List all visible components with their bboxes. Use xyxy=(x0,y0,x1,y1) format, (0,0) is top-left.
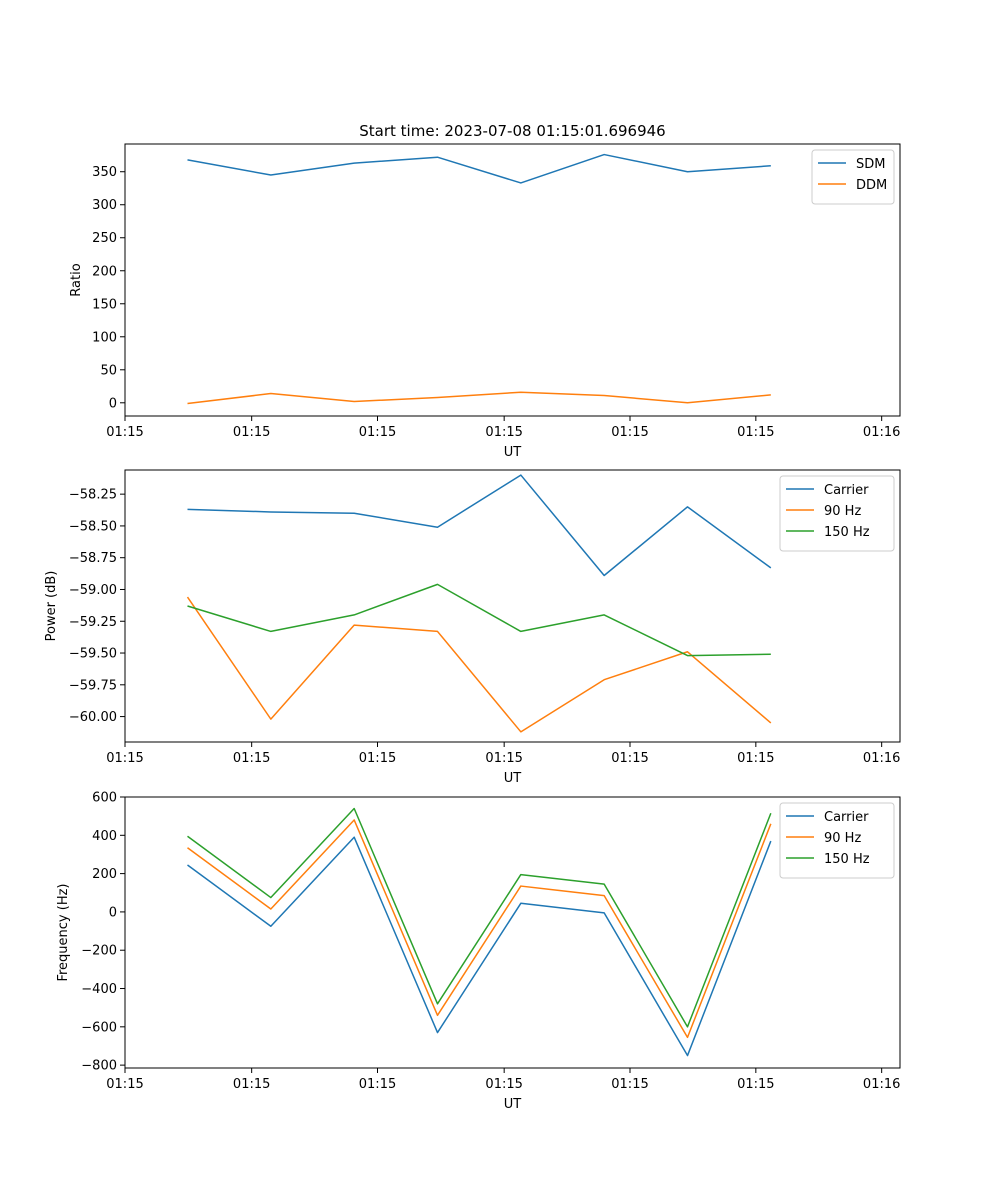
y-tick-label: −59.25 xyxy=(69,615,117,630)
y-tick-label: −800 xyxy=(81,1059,117,1074)
legend: Carrier 90 Hz 150 Hz xyxy=(779,802,895,879)
x-tick-label: 01:16 xyxy=(863,425,900,440)
legend: SDM DDM xyxy=(811,149,895,205)
chart-panel-2: 01:15 01:15 01:15 01:15 01:15 01:15 01:16 −60.0… xyxy=(44,469,901,786)
y-tick-label: −600 xyxy=(81,1020,117,1035)
chart-panel-3: 01:15 01:15 01:15 01:15 01:15 01:15 01:16 −800 −… xyxy=(56,791,901,1112)
series-line-150-hz xyxy=(187,807,772,1028)
legend-label: 90 Hz xyxy=(824,504,861,519)
series-line-carrier xyxy=(187,474,772,577)
x-tick-label: 01:15 xyxy=(611,425,648,440)
y-tick-label: 200 xyxy=(92,867,117,882)
legend-label: DDM xyxy=(856,178,887,193)
x-tick-label: 01:15 xyxy=(233,751,270,766)
y-tick-label: 200 xyxy=(92,264,117,279)
x-tick-label: 01:15 xyxy=(106,425,143,440)
x-tick-label: 01:16 xyxy=(863,1077,900,1092)
y-tick-label: −58.25 xyxy=(69,488,117,503)
x-axis-label: UT xyxy=(504,445,522,460)
y-tick-label: −400 xyxy=(81,982,117,997)
x-tick-label: 01:15 xyxy=(611,751,648,766)
x-tick-label: 01:15 xyxy=(737,1077,774,1092)
legend-box xyxy=(779,475,895,552)
x-tick-label: 01:15 xyxy=(737,425,774,440)
y-tick-label: 400 xyxy=(92,829,117,844)
axes-frame xyxy=(124,469,901,743)
y-tick-label: −59.50 xyxy=(69,647,117,662)
y-tick-label: 600 xyxy=(92,791,117,806)
series-line-sdm xyxy=(187,153,771,184)
y-tick-label: 300 xyxy=(92,198,117,213)
y-tick-label: 100 xyxy=(92,330,117,345)
x-axis-label: UT xyxy=(504,771,522,786)
series-line-150-hz xyxy=(187,583,771,657)
series-line-90-hz xyxy=(187,819,772,1039)
legend-label: 90 Hz xyxy=(824,831,861,846)
x-tick-label: 01:16 xyxy=(863,751,900,766)
legend-box xyxy=(779,802,895,879)
x-tick-label: 01:15 xyxy=(359,425,396,440)
y-tick-label: −58.50 xyxy=(69,519,117,534)
y-axis-label: Frequency (Hz) xyxy=(56,883,71,981)
x-tick-label: 01:15 xyxy=(359,751,396,766)
y-tick-label: 150 xyxy=(92,297,117,312)
y-tick-label: −60.00 xyxy=(69,710,117,725)
x-tick-label: 01:15 xyxy=(106,751,143,766)
y-axis-label: Ratio xyxy=(69,263,84,296)
y-tick-label: 0 xyxy=(109,396,117,411)
x-tick-label: 01:15 xyxy=(737,751,774,766)
series-line-ddm xyxy=(187,391,771,405)
x-tick-label: 01:15 xyxy=(233,1077,270,1092)
y-tick-label: 350 xyxy=(92,165,117,180)
x-tick-label: 01:15 xyxy=(106,1077,143,1092)
y-tick-label: 0 xyxy=(109,905,117,920)
series-line-carrier xyxy=(187,836,772,1057)
y-tick-label: 50 xyxy=(100,363,117,378)
chart-title: Start time: 2023-07-08 01:15:01.696946 xyxy=(359,122,665,140)
axes-frame xyxy=(124,796,901,1069)
x-tick-label: 01:15 xyxy=(485,751,522,766)
y-tick-label: −58.75 xyxy=(69,551,117,566)
x-tick-label: 01:15 xyxy=(359,1077,396,1092)
x-axis-label: UT xyxy=(504,1097,522,1112)
y-tick-label: −59.00 xyxy=(69,583,117,598)
y-tick-label: −59.75 xyxy=(69,678,117,693)
y-tick-label: −200 xyxy=(81,944,117,959)
x-tick-label: 01:15 xyxy=(485,1077,522,1092)
y-tick-label: 250 xyxy=(92,231,117,246)
legend-label: 150 Hz xyxy=(824,852,870,867)
legend-label: Carrier xyxy=(824,810,869,825)
x-tick-label: 01:15 xyxy=(611,1077,648,1092)
x-tick-label: 01:15 xyxy=(233,425,270,440)
legend: Carrier 90 Hz 150 Hz xyxy=(779,475,895,552)
x-tick-label: 01:15 xyxy=(485,425,522,440)
legend-label: Carrier xyxy=(824,483,869,498)
chart-panel-1: 01:15 01:15 01:15 01:15 01:15 01:15 01:16 0 50 10… xyxy=(69,143,901,460)
axes-frame xyxy=(124,143,901,417)
legend-label: SDM xyxy=(856,157,885,172)
legend-label: 150 Hz xyxy=(824,525,870,540)
y-axis-label: Power (dB) xyxy=(44,571,59,642)
series-line-90-hz xyxy=(186,596,772,733)
